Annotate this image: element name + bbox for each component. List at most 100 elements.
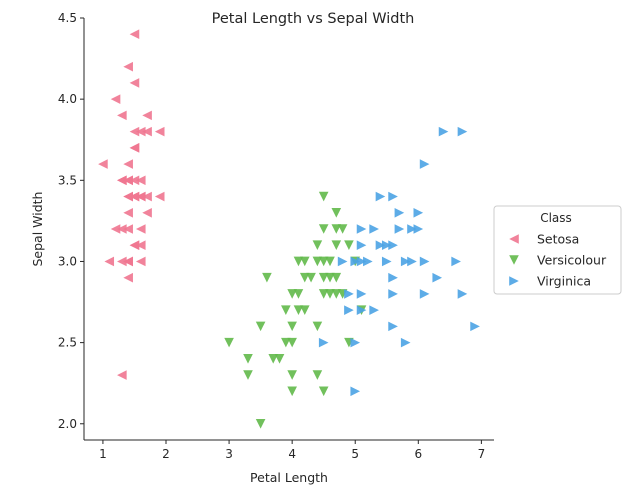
scatter-point	[142, 207, 152, 218]
scatter-point	[287, 370, 297, 380]
scatter-point	[407, 256, 417, 267]
scatter-point	[350, 386, 361, 397]
scatter-point	[369, 305, 379, 315]
scatter-point	[331, 224, 342, 234]
series-virginica	[318, 126, 480, 397]
scatter-point	[123, 61, 133, 72]
scatter-point	[154, 126, 165, 137]
scatter-point	[312, 370, 323, 380]
scatter-point	[117, 110, 127, 121]
scatter-point	[274, 354, 285, 364]
scatter-point	[129, 175, 140, 186]
scatter-point	[318, 256, 329, 267]
scatter-point	[318, 386, 329, 397]
y-axis-label: Sepal Width	[30, 192, 45, 267]
chart-title: Petal Length vs Sepal Width	[212, 11, 415, 27]
scatter-point	[375, 191, 386, 202]
scatter-point	[451, 256, 461, 267]
scatter-point	[318, 191, 329, 202]
y-tick-label: 4.5	[58, 11, 77, 25]
scatter-point	[388, 321, 398, 332]
series-setosa	[98, 29, 165, 380]
scatter-point	[344, 289, 354, 299]
scatter-point	[110, 94, 121, 104]
scatter-point	[135, 191, 146, 202]
scatter-point	[135, 126, 146, 137]
scatter-point	[356, 305, 367, 315]
scatter-point	[331, 240, 342, 251]
scatter-point	[129, 78, 140, 88]
legend-label: Setosa	[537, 232, 579, 247]
scatter-point	[312, 240, 323, 251]
scatter-point	[117, 175, 127, 186]
y-tick-label: 4.0	[58, 92, 77, 106]
scatter-point	[318, 289, 329, 299]
scatter-point	[281, 305, 291, 315]
scatter-point	[299, 272, 310, 283]
scatter-point	[293, 305, 304, 315]
scatter-point	[287, 386, 297, 397]
x-axis-label: Petal Length	[250, 470, 328, 485]
scatter-point	[142, 126, 152, 137]
scatter-point	[123, 207, 133, 218]
scatter-point	[117, 256, 127, 267]
scatter-point	[135, 256, 146, 267]
scatter-point	[123, 175, 133, 186]
scatter-point	[375, 240, 386, 251]
x-tick-label: 1	[99, 447, 107, 461]
scatter-point	[337, 224, 348, 234]
scatter-point	[104, 256, 115, 267]
x-tick-label: 4	[288, 447, 296, 461]
scatter-point	[369, 224, 379, 234]
scatter-point	[255, 321, 266, 332]
scatter-point	[381, 240, 392, 251]
plot-area	[98, 29, 480, 429]
scatter-point	[325, 272, 335, 283]
y-ticks: 2.0 2.5 3.0 3.5 4.0 4.5	[58, 11, 84, 431]
scatter-point	[98, 159, 108, 169]
scatter-point	[129, 29, 140, 40]
scatter-point	[287, 337, 297, 348]
scatter-point	[388, 289, 398, 299]
scatter-point	[293, 256, 304, 267]
scatter-point	[268, 354, 279, 364]
scatter-point	[331, 207, 342, 218]
legend-items: Setosa Versicolour Virginica	[509, 232, 607, 289]
scatter-point	[287, 321, 297, 332]
x-tick-label: 2	[162, 447, 170, 461]
scatter-point	[394, 207, 405, 218]
scatter-point	[344, 305, 354, 315]
scatter-point	[432, 272, 443, 283]
scatter-point	[337, 256, 348, 267]
scatter-point	[325, 256, 335, 267]
scatter-point	[318, 337, 329, 348]
scatter-point	[129, 143, 140, 153]
scatter-point	[243, 354, 253, 364]
scatter-point	[142, 110, 152, 121]
scatter-point	[413, 224, 424, 234]
scatter-point	[243, 370, 253, 380]
scatter-point	[350, 256, 361, 267]
scatter-point	[255, 418, 266, 429]
scatter-point	[123, 272, 133, 283]
scatter-point	[281, 337, 291, 348]
y-tick-label: 2.5	[58, 336, 77, 350]
scatter-point	[356, 256, 367, 267]
scatter-point	[123, 224, 133, 234]
scatter-point	[344, 240, 354, 251]
scatter-point	[400, 256, 411, 267]
scatter-point	[400, 337, 411, 348]
x-tick-label: 6	[414, 447, 422, 461]
legend-marker-virginica	[509, 276, 519, 286]
scatter-point	[325, 289, 335, 299]
scatter-point	[388, 191, 398, 202]
scatter-point	[110, 224, 121, 234]
scatter-point	[142, 191, 152, 202]
scatter-point	[224, 337, 234, 348]
scatter-point	[117, 370, 127, 380]
scatter-point	[287, 289, 297, 299]
scatter-point	[123, 191, 133, 202]
scatter-point	[129, 191, 140, 202]
